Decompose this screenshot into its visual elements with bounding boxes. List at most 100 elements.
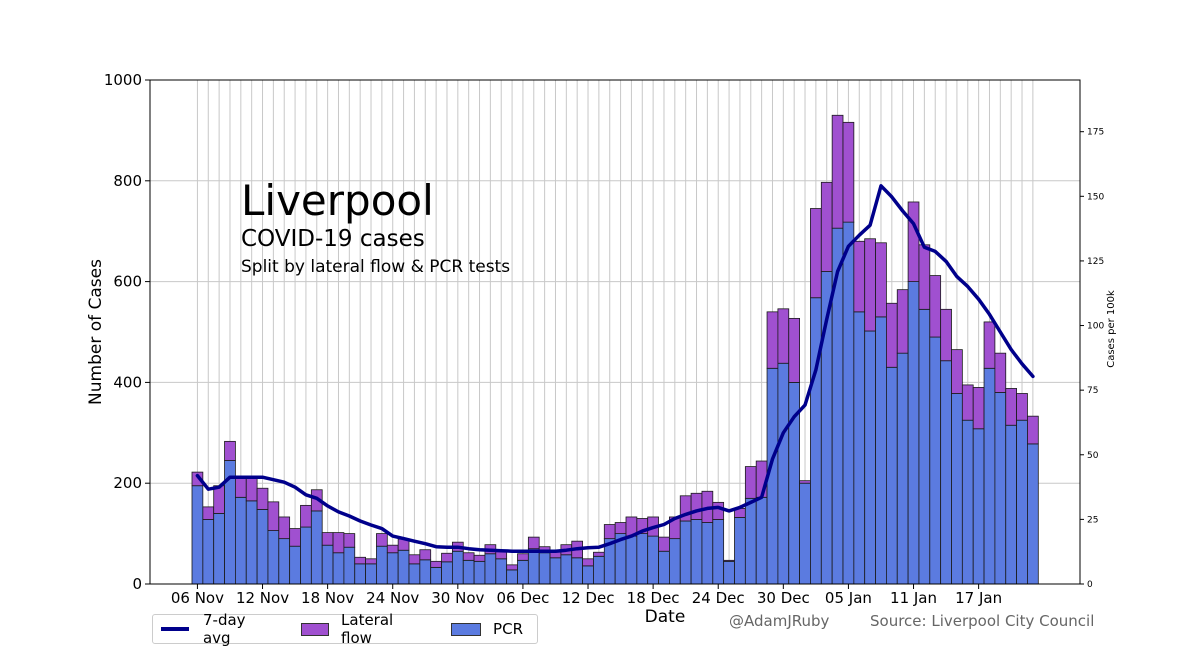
- bar-pcr: [647, 535, 659, 585]
- x-tick-label: 05 Jan: [825, 589, 872, 607]
- bar-pcr: [669, 538, 681, 585]
- bar-lateral-flow: [191, 471, 204, 487]
- bar-lateral-flow: [582, 558, 594, 567]
- bar-pcr: [723, 560, 735, 585]
- bar-lateral-flow: [354, 556, 367, 565]
- bar-lateral-flow: [961, 384, 974, 421]
- bar-pcr: [712, 519, 725, 585]
- bar-pcr: [234, 496, 247, 585]
- bar-pcr: [983, 367, 996, 585]
- x-tick-label: 18 Dec: [627, 589, 680, 607]
- bar-pcr: [636, 533, 649, 585]
- bar-pcr: [875, 316, 887, 585]
- bar-pcr: [451, 550, 464, 585]
- y2-tick-label: 25: [1087, 515, 1098, 525]
- bar-lateral-flow: [419, 549, 432, 561]
- bar-lateral-flow: [1005, 388, 1018, 426]
- bar-lateral-flow: [940, 308, 952, 362]
- x-tick-label: 06 Dec: [496, 589, 549, 607]
- y-tick-label: 400: [113, 373, 142, 391]
- bar-lateral-flow: [842, 121, 855, 223]
- bar-pcr: [907, 281, 920, 585]
- avg-line: [195, 184, 1035, 553]
- x-tick-label: 24 Dec: [692, 589, 745, 607]
- y2-tick-label: 175: [1087, 128, 1104, 138]
- bar-pcr: [310, 510, 323, 585]
- chart-subtitle-2: Split by lateral flow & PCR tests: [241, 257, 511, 277]
- bar-lateral-flow: [256, 487, 269, 510]
- bar-lateral-flow: [527, 536, 540, 550]
- bar-pcr: [213, 513, 225, 585]
- y2-tick-label: 75: [1087, 386, 1098, 396]
- bar-pcr: [202, 519, 215, 585]
- bar-lateral-flow: [744, 466, 757, 499]
- legend-label-lateral-flow: Lateral flow: [341, 611, 394, 647]
- y2-axis-label: Cases per 100k: [1106, 290, 1117, 368]
- bar-pcr: [343, 546, 356, 585]
- y2-tick-label: 125: [1087, 257, 1104, 267]
- bar-lateral-flow: [462, 552, 475, 561]
- y2-tick-label: 50: [1087, 451, 1099, 461]
- bar-lateral-flow: [875, 242, 887, 318]
- bar-lateral-flow: [712, 501, 725, 520]
- bar-lateral-flow: [376, 533, 388, 547]
- bar-pcr: [853, 311, 866, 585]
- y-tick-label: 1000: [104, 71, 142, 89]
- bar-pcr: [1027, 443, 1039, 585]
- y-axis-label: Number of Cases: [86, 259, 106, 405]
- chart-title: Liverpool: [241, 176, 434, 225]
- bar-pcr: [517, 559, 529, 585]
- bar-lateral-flow: [245, 476, 258, 502]
- y-tick-label: 600: [113, 273, 142, 291]
- bar-lateral-flow: [690, 492, 703, 520]
- bar-lateral-flow: [343, 533, 356, 548]
- bar-lateral-flow: [777, 308, 790, 364]
- bar-pcr: [267, 530, 280, 585]
- bar-pcr: [951, 393, 963, 585]
- bar-pcr: [918, 308, 931, 585]
- bar-pcr: [495, 558, 508, 585]
- bar-lateral-flow: [224, 440, 236, 461]
- bar-lateral-flow: [658, 536, 670, 552]
- x-tick-label: 30 Nov: [431, 589, 484, 607]
- bar-lateral-flow: [886, 302, 898, 368]
- bar-lateral-flow: [853, 240, 866, 313]
- bar-lateral-flow: [972, 387, 985, 430]
- bar-pcr: [571, 557, 584, 585]
- bar-pcr: [386, 552, 399, 585]
- bar-pcr: [734, 517, 746, 585]
- bar-pcr: [1016, 419, 1028, 585]
- bar-pcr: [701, 522, 714, 585]
- legend-label-pcr: PCR: [493, 620, 523, 638]
- chart-subtitle: COVID-19 cases: [241, 226, 425, 252]
- bar-pcr: [799, 482, 811, 585]
- bar-lateral-flow: [788, 317, 801, 383]
- bar-lateral-flow: [766, 311, 779, 369]
- lateral-flow-swatch: [300, 622, 330, 636]
- legend-item-lateral-flow: Lateral flow: [300, 611, 423, 647]
- bar-lateral-flow: [593, 551, 605, 557]
- y-tick-label: 0: [132, 575, 142, 593]
- bar-pcr: [994, 392, 1007, 585]
- bar-pcr: [506, 569, 518, 585]
- y-tick-label: 800: [113, 172, 142, 190]
- bar-pcr: [625, 535, 638, 585]
- bar-pcr: [961, 419, 974, 585]
- bar-lateral-flow: [831, 114, 844, 229]
- bar-pcr: [864, 330, 876, 585]
- bar-pcr: [929, 336, 942, 585]
- bar-pcr: [886, 366, 898, 585]
- bar-pcr: [321, 544, 334, 585]
- y2-tick-label: 150: [1087, 192, 1104, 202]
- bar-pcr: [896, 352, 909, 585]
- legend-item-pcr: PCR: [451, 620, 523, 638]
- bar-pcr: [441, 561, 453, 585]
- y2-tick-label: 100: [1087, 322, 1104, 332]
- bar-lateral-flow: [810, 208, 822, 299]
- y2-tick-label: 0: [1087, 580, 1093, 590]
- bar-pcr: [354, 563, 367, 585]
- y-tick-label: 200: [113, 474, 142, 492]
- bar-lateral-flow: [864, 238, 876, 332]
- bar-pcr: [300, 526, 312, 585]
